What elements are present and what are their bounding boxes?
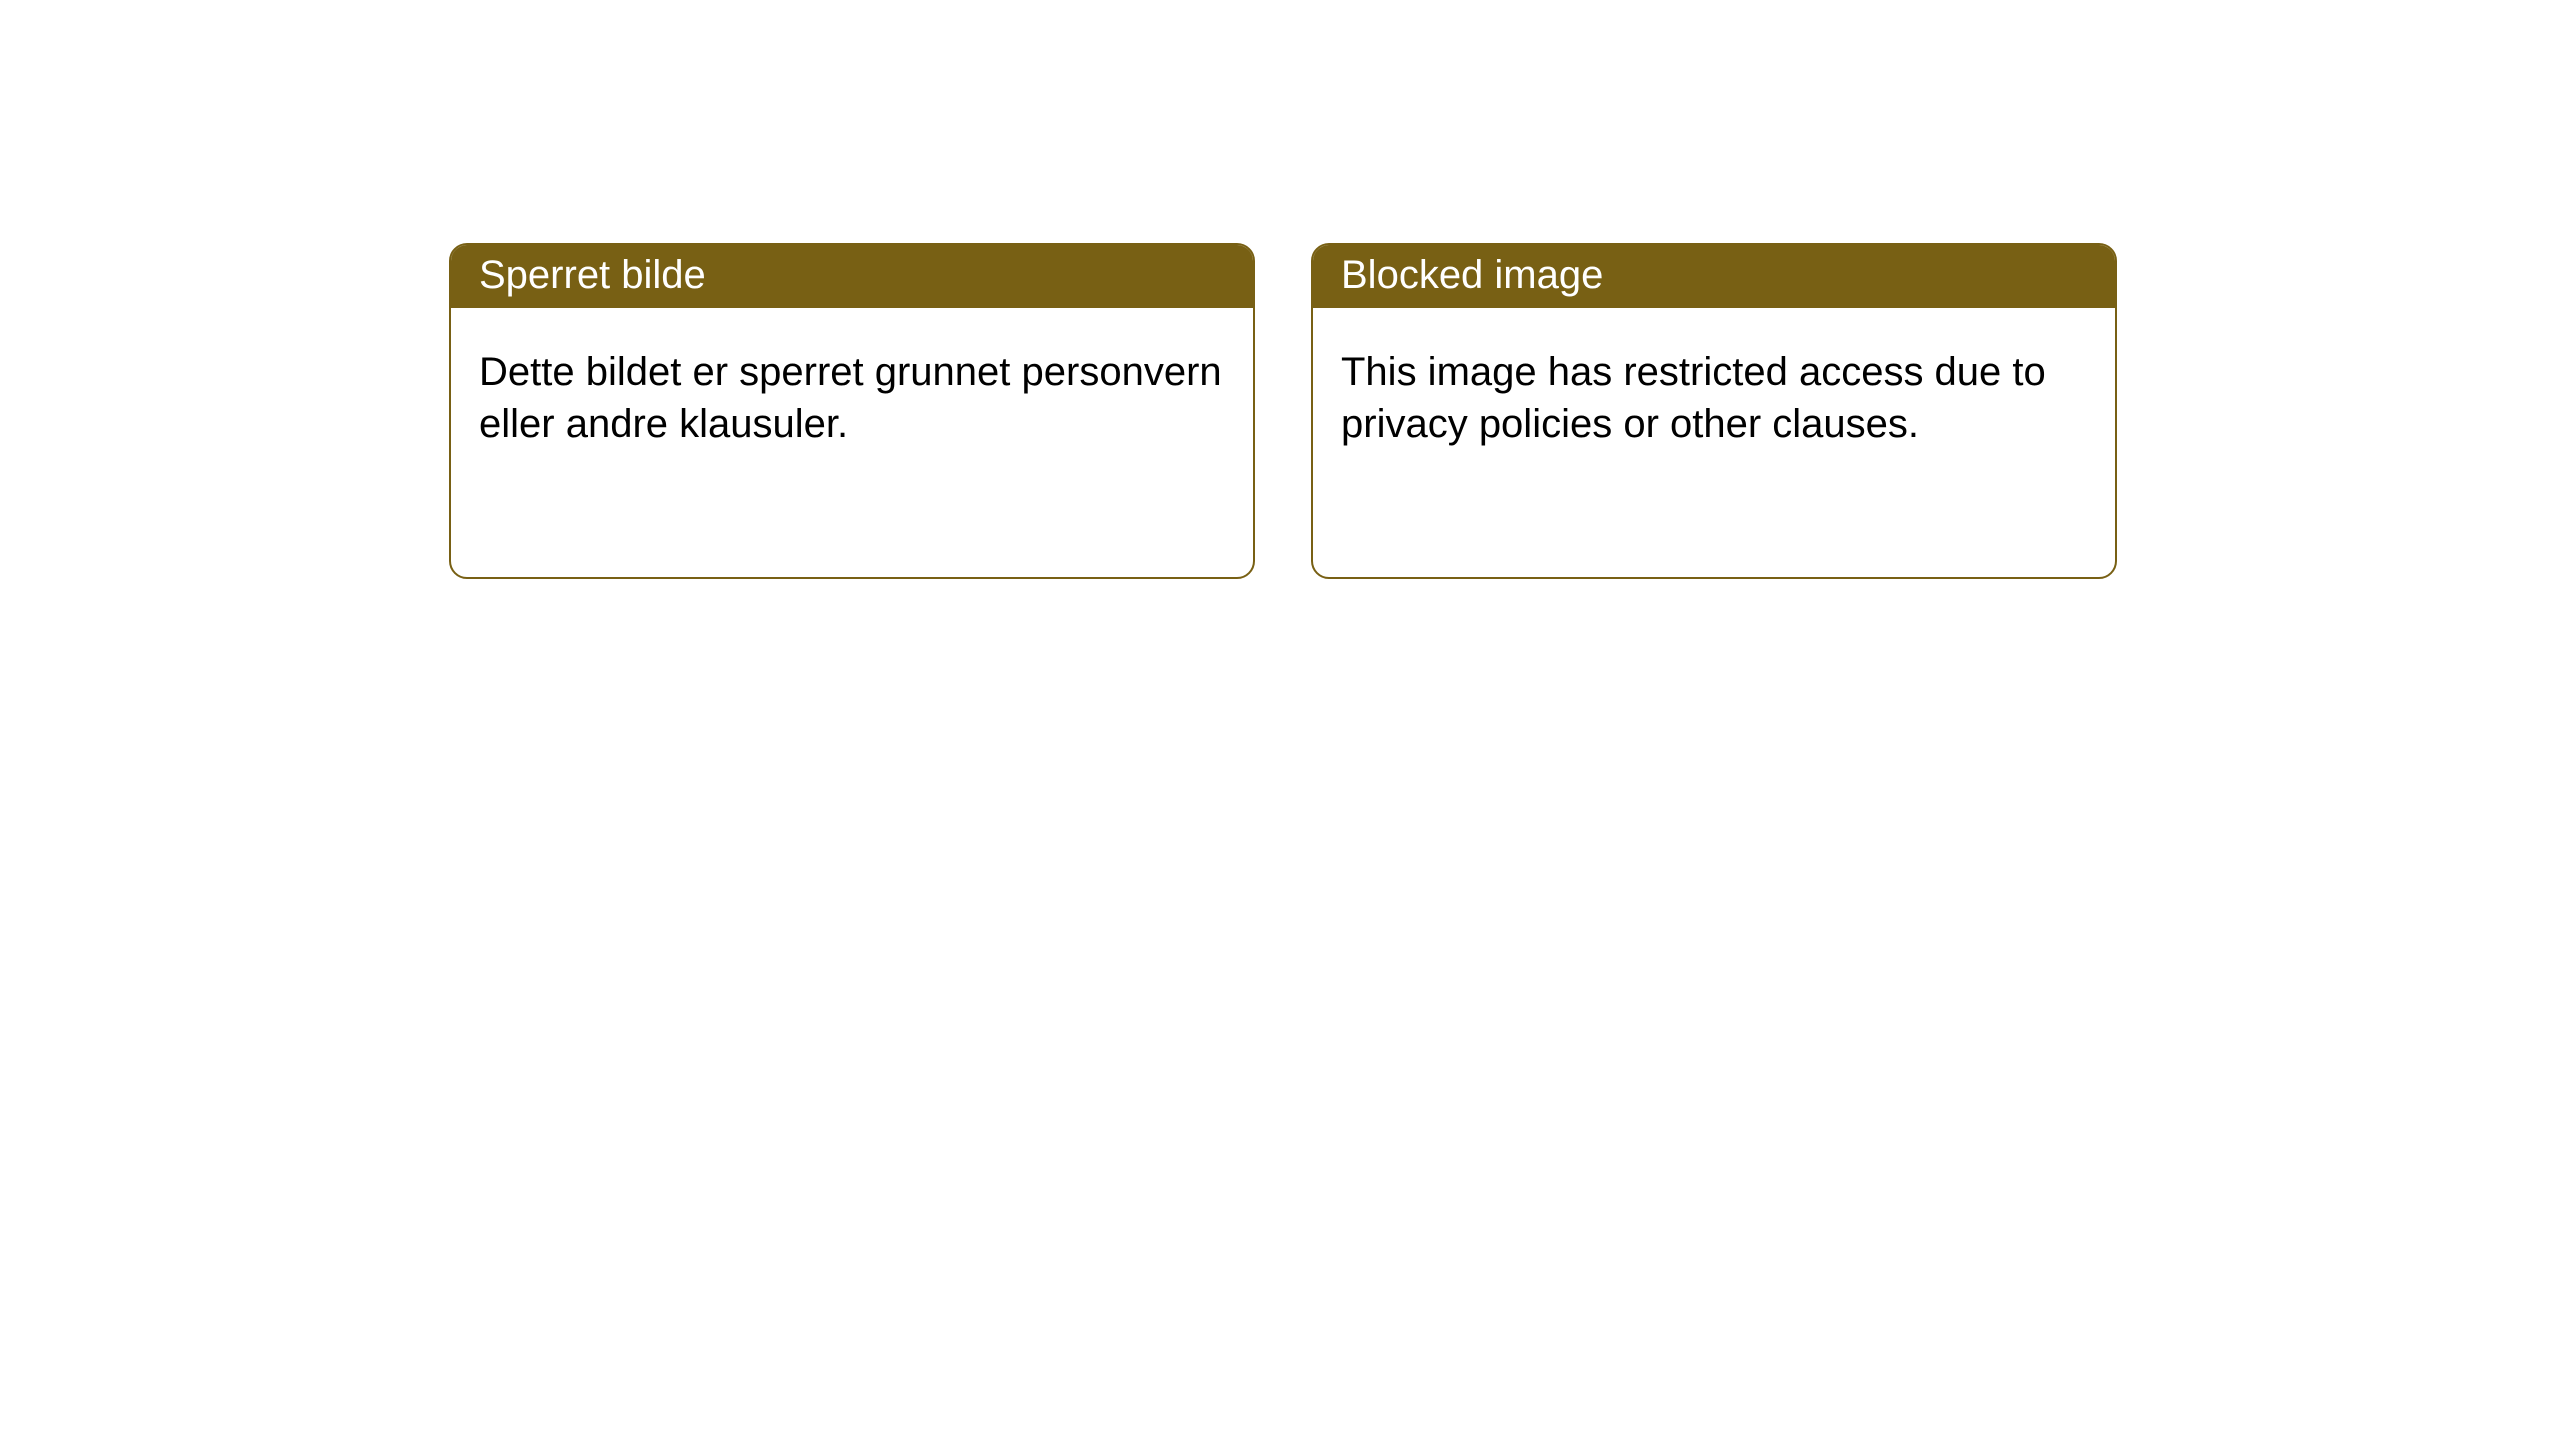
card-title-norwegian: Sperret bilde <box>451 245 1253 308</box>
notice-container: Sperret bilde Dette bildet er sperret gr… <box>0 0 2560 579</box>
blocked-image-card-english: Blocked image This image has restricted … <box>1311 243 2117 579</box>
card-body-norwegian: Dette bildet er sperret grunnet personve… <box>451 308 1253 478</box>
card-body-english: This image has restricted access due to … <box>1313 308 2115 478</box>
card-title-english: Blocked image <box>1313 245 2115 308</box>
blocked-image-card-norwegian: Sperret bilde Dette bildet er sperret gr… <box>449 243 1255 579</box>
